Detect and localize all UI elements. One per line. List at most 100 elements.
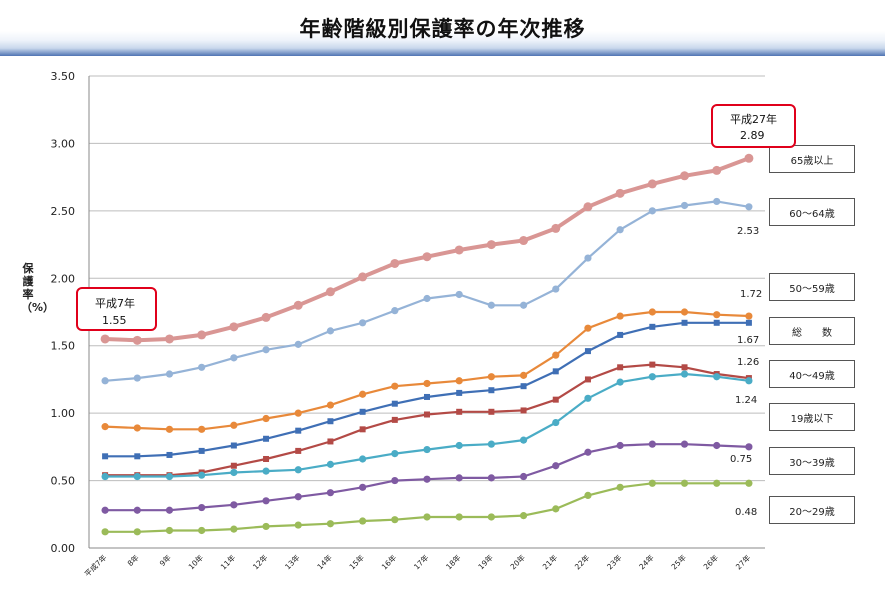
end-label-30-39: 0.75 (730, 454, 753, 465)
data-point (391, 516, 399, 524)
x-tick-label: 22年 (572, 552, 591, 571)
data-point (197, 330, 207, 340)
data-point (133, 528, 141, 536)
data-point (584, 491, 592, 500)
data-point (262, 497, 270, 505)
callout-start: 平成7年 1.55 (76, 287, 157, 331)
data-point (359, 319, 367, 327)
data-point (293, 300, 303, 310)
data-point (198, 447, 205, 454)
data-point (262, 522, 270, 531)
data-point (294, 493, 302, 501)
y-tick-label: 2.00 (51, 272, 76, 285)
callout-start-year: 平成7年 (95, 297, 135, 310)
y-tick-label: 0.00 (51, 542, 76, 555)
data-point (680, 370, 689, 378)
data-point (423, 294, 431, 303)
data-point (680, 479, 689, 487)
data-point (263, 455, 270, 462)
data-point (132, 335, 142, 345)
data-point (165, 472, 174, 481)
data-point (487, 474, 495, 482)
data-point (133, 424, 141, 432)
data-point (584, 324, 592, 332)
x-tick-label: 26年 (701, 552, 720, 571)
data-point (423, 445, 431, 454)
data-point (325, 287, 335, 297)
data-point (744, 153, 754, 163)
legend-20-29: 20～29歳 (769, 496, 855, 524)
x-tick-label: 13年 (283, 552, 302, 571)
data-point (101, 506, 109, 514)
data-point (165, 506, 174, 514)
data-point (713, 311, 721, 319)
x-tick-label: 11年 (218, 552, 237, 571)
page-title: 年齢階級別保護率の年次推移 (299, 17, 586, 41)
data-point (326, 489, 335, 497)
data-point (488, 387, 495, 394)
data-point (262, 346, 270, 354)
x-tick-label: 9年 (157, 552, 173, 568)
data-point (713, 441, 721, 450)
data-point (359, 483, 367, 491)
x-tick-label: 24年 (637, 552, 656, 571)
x-tick-label: 20年 (508, 552, 527, 571)
y-tick-label: 3.50 (51, 70, 76, 83)
data-point (455, 441, 463, 450)
data-point (294, 521, 302, 529)
data-point (359, 426, 366, 433)
data-point (230, 442, 237, 449)
data-point (616, 312, 624, 320)
data-point (617, 364, 624, 371)
x-tick-label: 10年 (186, 552, 205, 571)
data-point (648, 479, 656, 487)
data-point (487, 513, 495, 521)
end-label-total: 1.67 (737, 335, 760, 346)
data-point (552, 368, 559, 375)
data-point (584, 254, 592, 262)
data-point (198, 526, 206, 535)
y-axis-label: 保護率（%） (21, 262, 55, 314)
x-tick-label: 19年 (476, 552, 495, 571)
callout-end-year: 平成27年 (730, 113, 777, 126)
data-point (262, 414, 270, 423)
data-point (648, 440, 656, 448)
data-point (519, 371, 528, 379)
data-point (358, 272, 368, 282)
data-point (198, 425, 206, 433)
data-point (648, 373, 656, 381)
data-point (681, 319, 688, 326)
data-point (551, 223, 561, 233)
data-point (326, 520, 335, 528)
data-point (230, 354, 238, 362)
data-point (423, 513, 431, 521)
data-point (198, 363, 206, 371)
callout-start-value: 1.55 (102, 314, 127, 327)
data-point (164, 334, 174, 344)
legend-under-19: 19歳以下 (769, 403, 855, 431)
x-tick-label: 14年 (315, 552, 334, 571)
data-point (165, 370, 174, 378)
data-point (713, 373, 721, 381)
data-point (230, 421, 238, 429)
data-point (487, 373, 495, 381)
data-point (390, 258, 400, 268)
data-point (101, 423, 109, 431)
legend-65-over: 65歳以上 (769, 145, 855, 173)
data-point (359, 390, 367, 398)
data-point (519, 436, 528, 444)
data-point (680, 440, 689, 448)
data-point (391, 416, 398, 423)
data-point (552, 462, 560, 470)
data-point (133, 472, 141, 481)
data-point (359, 517, 367, 525)
legend-50-59: 50～59歳 (769, 273, 855, 301)
data-point (520, 407, 527, 414)
x-tick-label: 23年 (604, 552, 623, 571)
data-point (133, 374, 141, 382)
end-label-20-29: 0.48 (735, 507, 758, 518)
data-point (230, 468, 238, 477)
data-point (519, 472, 528, 481)
y-tick-label: 1.50 (51, 340, 76, 353)
data-point (261, 312, 271, 322)
